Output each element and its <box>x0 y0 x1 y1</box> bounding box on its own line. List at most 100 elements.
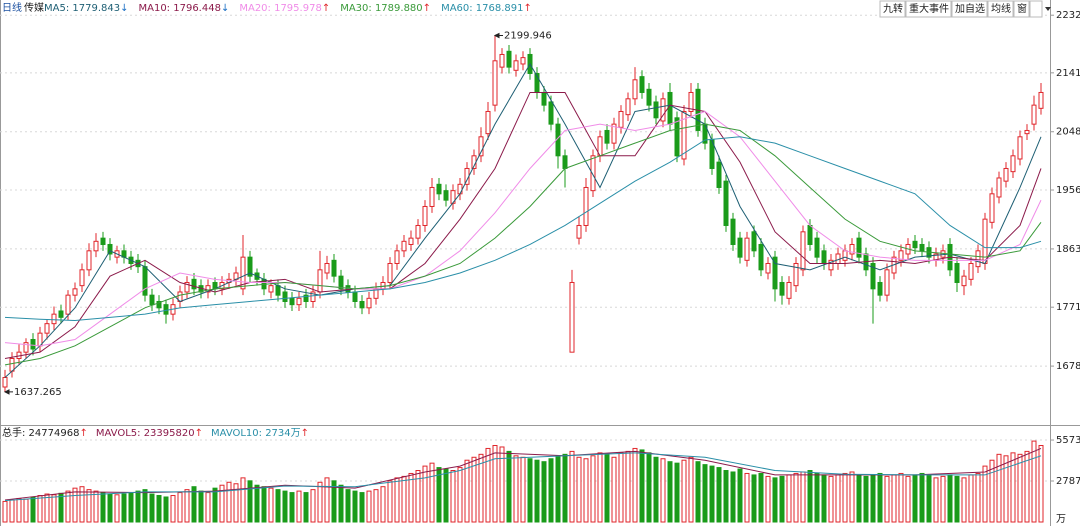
volume-bar <box>702 464 708 523</box>
volume-bar <box>541 461 547 523</box>
volume-bar <box>632 447 638 523</box>
volume-bar <box>975 472 981 523</box>
candle-body <box>436 183 442 195</box>
button-label[interactable]: 九转 <box>883 2 903 15</box>
candle-body <box>58 310 64 318</box>
candle-body <box>814 237 820 258</box>
legend-entry: MA5: 1779.843↓ <box>44 3 128 14</box>
candle-body <box>247 256 253 277</box>
volume-bar <box>219 484 225 523</box>
candle-body <box>86 250 92 271</box>
volume-bar <box>492 445 498 523</box>
candle-body <box>877 281 883 296</box>
candle-body <box>618 110 624 128</box>
legend-name: 总手: 24774968 <box>2 426 79 439</box>
candle-body <box>485 110 491 135</box>
candle-body <box>100 237 106 245</box>
volume-bar <box>821 474 827 523</box>
candle-body <box>646 88 652 106</box>
candle-body <box>674 117 680 157</box>
legend-arrow: ↓ <box>120 3 128 14</box>
button[interactable] <box>951 0 988 18</box>
candle-body <box>191 278 197 290</box>
candle-body <box>653 101 659 119</box>
candle-body <box>163 304 169 315</box>
candle-body <box>65 294 71 315</box>
annotation-arrow <box>493 32 503 39</box>
candle-body <box>730 218 736 245</box>
candle-body <box>394 250 400 264</box>
button[interactable] <box>1029 0 1043 18</box>
legend-entry: MA30: 1789.880↑ <box>340 3 431 14</box>
volume-bar <box>436 467 442 523</box>
candle-body <box>268 285 274 293</box>
candle-body <box>401 240 407 252</box>
volume-bar <box>1024 450 1030 523</box>
button[interactable] <box>1013 0 1030 18</box>
volume-bar <box>233 483 239 523</box>
volume-bar <box>1003 455 1009 523</box>
volume-bar <box>947 474 953 523</box>
candle-body <box>611 123 617 144</box>
volume-bar <box>352 490 358 523</box>
volume-bar <box>338 484 344 523</box>
button[interactable] <box>987 0 1014 18</box>
volume-bar <box>968 474 974 523</box>
button-label[interactable]: 窗 <box>1017 2 1027 15</box>
volume-bar <box>79 486 85 523</box>
candle-body <box>499 53 505 68</box>
dropdown-icon[interactable] <box>1045 7 1051 11</box>
button-label[interactable]: 重大事件 <box>909 2 949 15</box>
candle-body <box>1031 104 1037 125</box>
symbol-label: 传媒 <box>24 2 44 14</box>
candle-body <box>1010 155 1016 173</box>
candle-body <box>548 101 554 125</box>
volume-bar <box>100 492 106 523</box>
legend-name: MA5: 1779.843 <box>44 3 120 14</box>
legend-name: MA30: 1789.880 <box>340 3 422 14</box>
volume-bar <box>548 458 554 523</box>
volume-bar <box>828 475 834 523</box>
volume-bar <box>604 453 610 523</box>
volume-bar <box>149 493 155 523</box>
volume-bar <box>618 452 624 523</box>
candle-body <box>779 281 785 296</box>
candle-body <box>79 269 85 287</box>
candle-body <box>142 266 148 296</box>
legend-arrow: ↑ <box>195 428 203 439</box>
volume-bar <box>422 465 428 523</box>
volume-bar <box>716 467 722 523</box>
volume-bar <box>177 492 183 523</box>
volume-bar <box>576 456 582 523</box>
volume-bar <box>359 492 365 523</box>
candle-body <box>681 110 687 160</box>
legend-entry: 总手: 24774968↑ <box>2 426 88 439</box>
volume-bar <box>16 497 22 523</box>
volume-bar <box>569 450 575 523</box>
candle-body <box>786 281 792 299</box>
volume-bar <box>205 492 211 523</box>
volume-bar <box>247 480 253 523</box>
candle-body <box>289 297 295 306</box>
volume-bar <box>884 475 890 523</box>
volume-bar <box>856 474 862 523</box>
volume-bar <box>457 467 463 523</box>
candle-body <box>968 262 974 280</box>
candle-body <box>660 98 666 122</box>
annotation: 1637.265 <box>14 387 62 398</box>
ma-line <box>4 91 1042 359</box>
volume-bar <box>58 492 64 523</box>
volume-bar <box>471 456 477 523</box>
candle-body <box>828 259 834 271</box>
volume-bar <box>905 475 911 523</box>
volume-bar <box>555 455 561 523</box>
button[interactable] <box>879 0 906 18</box>
volume-bar <box>639 449 645 523</box>
volume-bar <box>744 472 750 523</box>
button-label[interactable]: 加自选 <box>955 2 985 15</box>
button[interactable] <box>905 0 952 18</box>
volume-bar <box>849 471 855 523</box>
button-label[interactable]: 均线 <box>991 2 1011 15</box>
volume-bar <box>366 490 372 523</box>
legend-name: MA20: 1795.978 <box>239 3 321 14</box>
